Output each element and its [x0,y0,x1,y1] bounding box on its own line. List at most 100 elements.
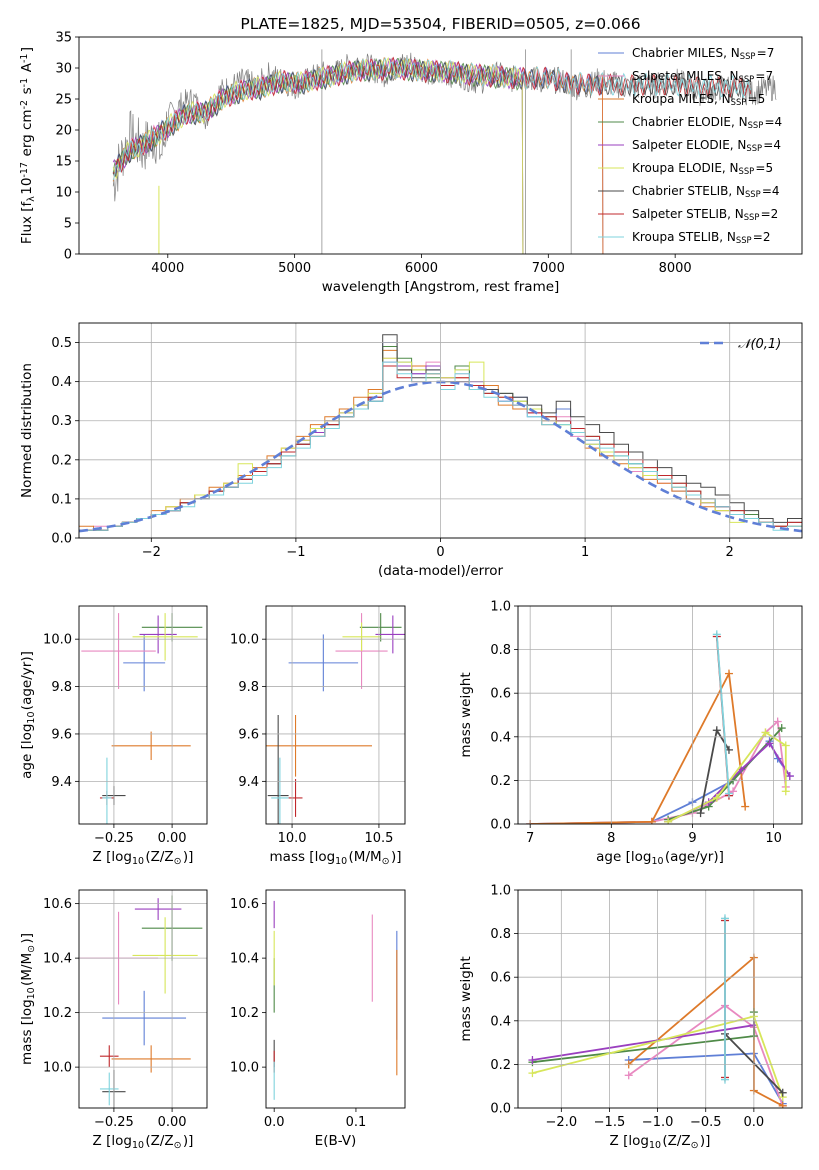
y-tick-label: 10.2 [43,1006,72,1021]
plot-area [266,613,405,824]
label-text: E(B-V) [315,1133,357,1149]
axes-frame [265,605,406,825]
y-tick-label: 9.8 [51,680,72,695]
x-tick-label: 8000 [659,261,692,276]
x-tick-label: 0.0 [264,1115,285,1130]
axes-frame [78,36,803,255]
y-tick-label: 9.4 [238,775,259,790]
y-tick-label: 10.0 [230,1061,259,1076]
x-tick-label: 5000 [278,261,311,276]
y-tick-label: 10.4 [43,952,72,967]
y-tick-label: 10.6 [230,897,259,912]
axes-frame [517,889,803,1109]
label-text: age [log10 (age/yr)] [19,651,37,779]
model-line-8 [112,56,751,181]
y-tick-label: 0.4 [490,1014,511,1029]
x-tick-label: −1 [286,545,305,560]
label-text: Z [log10 (Z/Z⊙ )] [93,1133,194,1151]
x-tick-label: 2 [726,545,734,560]
x-tick-label: 10.0 [278,831,307,846]
axes-mass-vs-ebv: 0.0 0.1 10.0 10.2 10.4 10.6 [230,889,406,1130]
y-tick-label: 0.6 [490,971,511,986]
x-tick-label: −0.25 [94,1115,134,1130]
y-tick-label: 1.0 [490,600,511,615]
y-tick-label: 9.6 [51,727,72,742]
y-tick-label: 10.6 [43,897,72,912]
y-tick-label: 0.5 [51,336,72,351]
y-tick-label: 0.3 [51,414,72,429]
label-text: Kroupa ELODIE, NSSP =5 [632,161,773,176]
weight-line-8 [715,634,730,794]
y-tick-label: 0.6 [490,687,511,702]
chart-title: PLATE=1825, MJD=53504, FIBERID=0505, z=0… [240,15,640,33]
y-tick-label: 1.0 [490,884,511,899]
plot-area [79,895,203,1108]
x-tick-label: 0 [436,545,444,560]
axes-mass-weight-vs-Z: −2.0 −1.5 −1.0 −0.5 0.0 0.0 0.2 0.4 0.6 0.8 1.0 [490,884,803,1130]
y-tick-label: 15 [55,155,72,170]
axes-residuals: −2 −1 0 1 2 0.0 0.1 0.2 0.3 0.4 0.5 [51,322,803,560]
label-text: Chabrier STELIB, NSSP =4 [632,184,780,199]
axes-frame [78,889,208,1109]
axes-spectrum: 4000 5000 6000 7000 8000 0 5 10 15 20 25 30 35 [55,31,803,276]
label-text: wavelength [Angstrom, rest frame] [322,279,560,295]
y-tick-label: 0.4 [490,730,511,745]
x-tick-label: 9 [688,831,696,846]
x-tick-label: 7000 [532,261,565,276]
y-tick-label: 5 [64,217,72,232]
y-tick-label: 9.8 [238,680,259,695]
y-tick-label: 9.4 [51,775,72,790]
x-tick-label: 0.0 [744,1115,765,1130]
x-tick-label: −0.5 [690,1115,722,1130]
y-tick-label: 9.6 [238,727,259,742]
label-text: mass weight [458,956,474,1041]
label-text: Flux [fλ 10-17 erg cm-2 s-1 A-1 ] [19,47,37,244]
axes-frame [265,889,406,1109]
label-text: (data-model)/error [378,563,504,579]
label-text: Salpeter MILES, NSSP =7 [632,69,773,84]
y-tick-label: 0.4 [51,375,72,390]
x-tick-label: 10.5 [364,831,393,846]
x-tick-label: 1 [581,545,589,560]
plot-area [273,900,398,1100]
y-tick-label: 0.0 [51,532,72,547]
label-text: mass [log10 (M/M⊙ )] [270,849,402,867]
weight-line-1 [628,1004,784,1107]
y-tick-label: 0.2 [490,774,511,789]
y-tick-label: 0.2 [490,1058,511,1073]
x-tick-label: 6000 [405,261,438,276]
axes-frame [517,605,803,825]
x-tick-label: 0.00 [158,1115,187,1130]
axes-age-vs-Z: −0.25 0.00 9.4 9.6 9.8 10.0 [43,605,208,846]
label-text: Kroupa STELIB, NSSP =2 [632,230,770,245]
y-tick-label: 20 [55,124,72,139]
plot-area [112,49,777,254]
model-line-1 [113,57,604,254]
x-tick-label: 8 [607,831,615,846]
plot-area [526,630,794,824]
x-tick-label: −1.5 [594,1115,626,1130]
y-tick-label: 10.0 [230,633,259,648]
x-tick-label: −1.0 [642,1115,674,1130]
model-line-2 [112,56,604,254]
y-tick-label: 0.8 [490,643,511,658]
model-line-0 [112,59,604,254]
label-text: Kroupa MILES, NSSP =5 [632,92,765,107]
y-tick-label: 10.4 [230,952,259,967]
y-tick-label: 10.0 [43,633,72,648]
axes-mass-vs-Z: −0.25 0.00 10.0 10.2 10.4 10.6 [43,889,208,1130]
x-tick-label: 7 [526,831,534,846]
label-text: Salpeter STELIB, NSSP =2 [632,207,778,222]
y-tick-label: 0.8 [490,927,511,942]
label-text: Z [log10 (Z/Z⊙ )] [93,849,194,867]
axes-mass-weight-vs-age: 7 8 9 10 0.0 0.2 0.4 0.6 0.8 1.0 [490,600,803,846]
x-tick-label: −2.0 [546,1115,578,1130]
x-tick-label: 0.1 [346,1115,367,1130]
y-tick-label: 0.0 [490,1102,511,1117]
y-tick-label: 0.1 [51,492,72,507]
model-line-5 [112,56,524,254]
label-text: Z [log10 (Z/Z⊙ )] [610,1133,711,1151]
y-tick-label: 0.2 [51,453,72,468]
label-text: mass weight [458,672,474,757]
y-tick-label: 0.0 [490,818,511,833]
